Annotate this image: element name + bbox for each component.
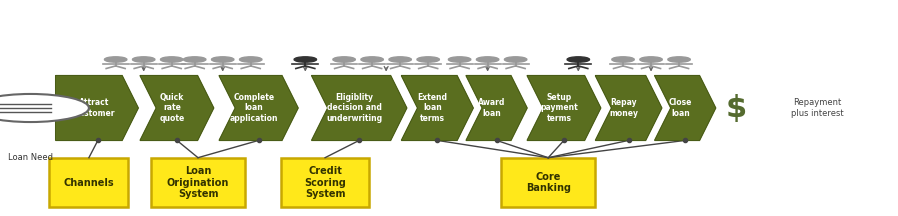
Text: Extend
loan
terms: Extend loan terms (418, 93, 447, 123)
Text: Repay
money: Repay money (609, 98, 638, 118)
Text: Repayment
plus interest: Repayment plus interest (791, 98, 843, 118)
Circle shape (333, 57, 356, 62)
Circle shape (133, 57, 154, 62)
Text: Loan
Origination
System: Loan Origination System (167, 166, 229, 199)
Polygon shape (655, 76, 716, 140)
Polygon shape (595, 76, 662, 140)
Text: Eligiblity
decision and
underwriting: Eligiblity decision and underwriting (326, 93, 383, 123)
Circle shape (104, 57, 127, 62)
Text: Loan Need: Loan Need (8, 153, 53, 162)
Polygon shape (401, 76, 473, 140)
Text: Close
loan: Close loan (669, 98, 692, 118)
Text: Core
Banking: Core Banking (525, 172, 571, 193)
Circle shape (417, 57, 439, 62)
Text: Complete
loan
application: Complete loan application (230, 93, 278, 123)
Polygon shape (466, 76, 527, 140)
Circle shape (668, 57, 691, 62)
Circle shape (240, 57, 262, 62)
FancyBboxPatch shape (151, 158, 245, 207)
Polygon shape (527, 76, 601, 140)
Polygon shape (140, 76, 214, 140)
Text: Attract
customer: Attract customer (75, 98, 115, 118)
Circle shape (389, 57, 411, 62)
Text: Award
loan: Award loan (478, 98, 506, 118)
Polygon shape (219, 76, 298, 140)
Circle shape (505, 57, 527, 62)
Text: Setup
payment
terms: Setup payment terms (541, 93, 578, 123)
FancyBboxPatch shape (49, 158, 128, 207)
Circle shape (568, 57, 589, 62)
Polygon shape (312, 76, 407, 140)
Circle shape (361, 57, 383, 62)
Circle shape (295, 57, 316, 62)
Text: Quick
rate
quote: Quick rate quote (160, 93, 185, 123)
Text: Channels: Channels (64, 178, 114, 187)
Text: Credit
Scoring
System: Credit Scoring System (304, 166, 346, 199)
Circle shape (212, 57, 233, 62)
Circle shape (161, 57, 183, 62)
Polygon shape (56, 76, 138, 140)
Text: $: $ (726, 94, 747, 122)
Circle shape (183, 57, 206, 62)
Circle shape (0, 94, 89, 122)
Circle shape (448, 57, 471, 62)
FancyBboxPatch shape (501, 158, 595, 207)
FancyBboxPatch shape (281, 158, 369, 207)
Circle shape (477, 57, 498, 62)
Circle shape (640, 57, 662, 62)
Circle shape (612, 57, 634, 62)
